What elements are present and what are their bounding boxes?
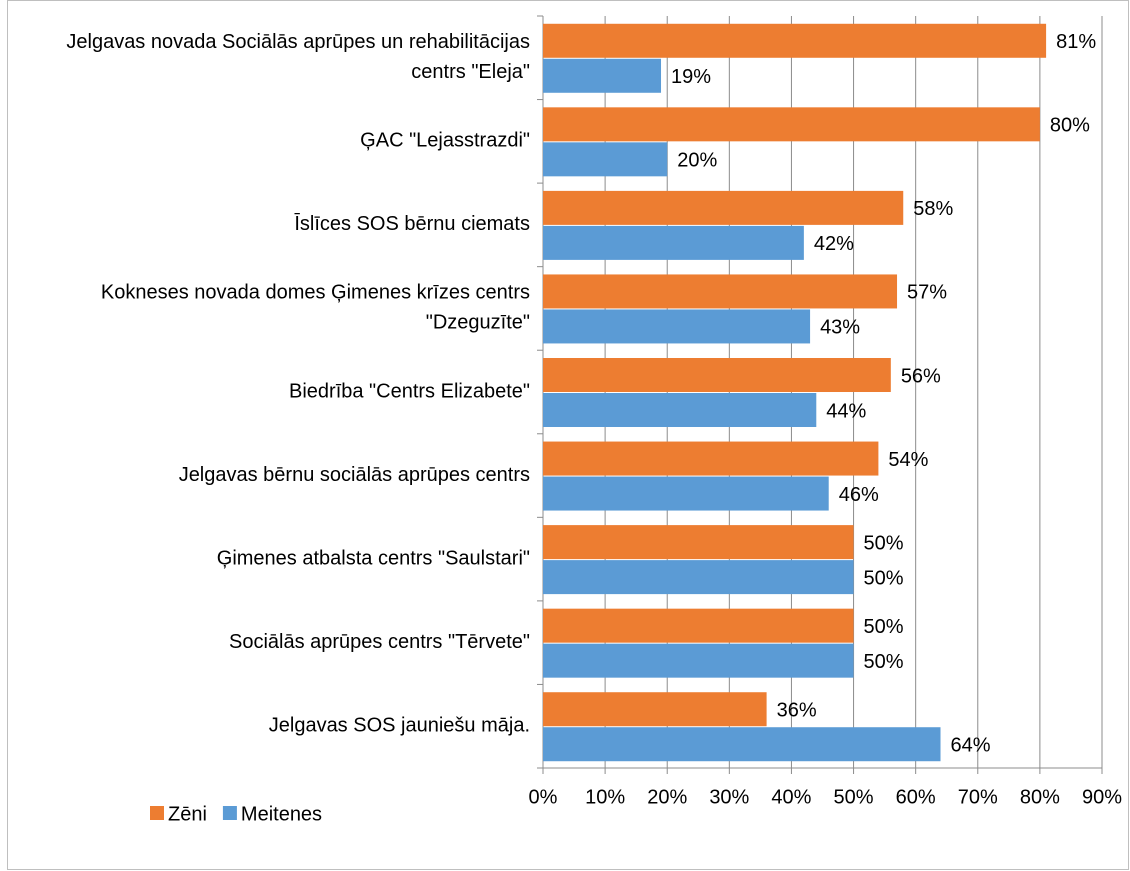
bar bbox=[543, 727, 941, 762]
value-label: 46% bbox=[839, 484, 879, 506]
x-tick-label: 50% bbox=[834, 786, 874, 808]
bar bbox=[543, 23, 1047, 58]
value-label: 50% bbox=[864, 567, 904, 589]
y-tick-label: Ģimenes atbalsta centrs "Saulstari" bbox=[217, 547, 530, 569]
bar bbox=[543, 441, 879, 476]
legend-swatch bbox=[150, 806, 164, 820]
value-label: 42% bbox=[814, 233, 854, 255]
value-label: 81% bbox=[1056, 31, 1096, 53]
value-label: 50% bbox=[864, 651, 904, 673]
bar bbox=[543, 107, 1040, 142]
bar bbox=[543, 525, 854, 560]
x-tick-label: 10% bbox=[585, 786, 625, 808]
y-tick-label: Īslīces SOS bērnu ciemats bbox=[294, 212, 530, 235]
value-label: 20% bbox=[677, 150, 717, 172]
legend-label: Meitenes bbox=[241, 803, 322, 825]
x-tick-label: 80% bbox=[1020, 786, 1060, 808]
value-label: 43% bbox=[820, 317, 860, 339]
y-tick-label: Jelgavas novada Sociālās aprūpes un reha… bbox=[66, 31, 530, 83]
value-label: 44% bbox=[826, 400, 866, 422]
bar bbox=[543, 309, 811, 344]
y-tick-label: Jelgavas bērnu sociālās aprūpes centrs bbox=[179, 464, 530, 486]
bar bbox=[543, 58, 662, 93]
bar bbox=[543, 274, 898, 309]
value-label: 54% bbox=[888, 449, 928, 471]
bar bbox=[543, 225, 804, 260]
x-tick-label: 20% bbox=[647, 786, 687, 808]
bar bbox=[543, 608, 854, 643]
x-tick-label: 70% bbox=[958, 786, 998, 808]
y-tick-label: Sociālās aprūpes centrs "Tērvete" bbox=[229, 631, 530, 653]
bar bbox=[543, 476, 829, 511]
bar bbox=[543, 643, 854, 678]
x-tick-label: 90% bbox=[1082, 786, 1122, 808]
y-tick-label: ĢAC "Lejasstrazdi" bbox=[360, 130, 530, 152]
value-label: 50% bbox=[864, 616, 904, 638]
x-tick-label: 40% bbox=[771, 786, 811, 808]
bar bbox=[543, 190, 904, 225]
x-tick-label: 60% bbox=[896, 786, 936, 808]
y-tick-label: Kokneses novada domes Ģimenes krīzes cen… bbox=[101, 282, 530, 334]
bar bbox=[543, 142, 668, 177]
value-label: 36% bbox=[777, 700, 817, 722]
legend-label: Zēni bbox=[168, 803, 207, 825]
value-label: 64% bbox=[951, 735, 991, 757]
bar bbox=[543, 560, 854, 595]
value-label: 50% bbox=[864, 532, 904, 554]
value-label: 80% bbox=[1050, 115, 1090, 137]
y-tick-label: Jelgavas SOS jauniešu māja. bbox=[269, 715, 530, 737]
y-tick-label: Biedrība "Centrs Elizabete" bbox=[289, 380, 530, 402]
value-label: 58% bbox=[913, 198, 953, 220]
bar bbox=[543, 692, 767, 727]
value-label: 57% bbox=[907, 282, 947, 304]
value-label: 56% bbox=[901, 365, 941, 387]
bar bbox=[543, 358, 891, 392]
x-tick-label: 0% bbox=[529, 786, 558, 808]
x-tick-label: 30% bbox=[709, 786, 749, 808]
legend-swatch bbox=[222, 806, 237, 820]
value-label: 19% bbox=[671, 66, 711, 88]
bar bbox=[543, 393, 817, 427]
